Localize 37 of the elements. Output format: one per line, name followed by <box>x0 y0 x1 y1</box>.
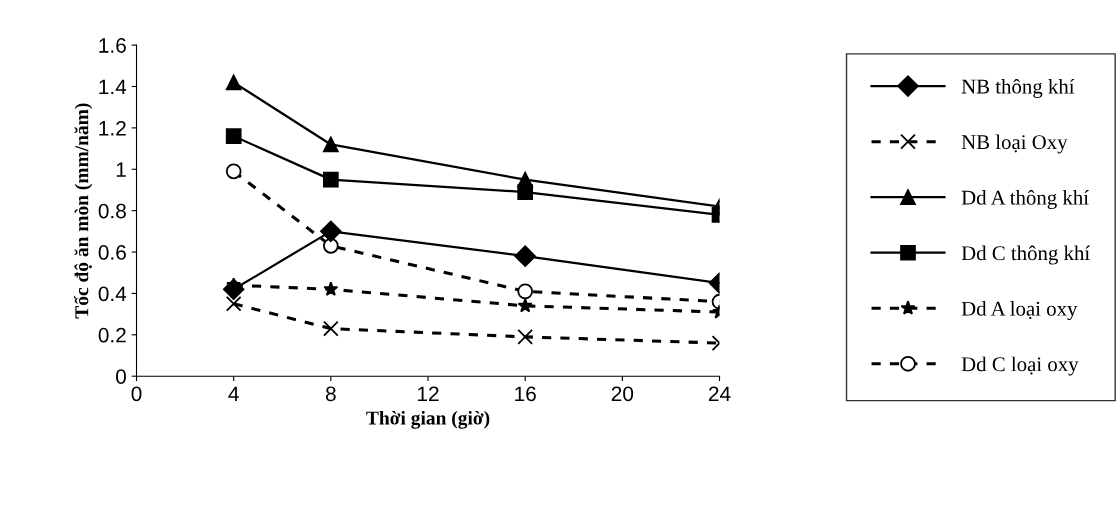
x-tick-label: 12 <box>418 386 439 402</box>
y-tick-label: 1.6 <box>99 38 126 53</box>
x-axis-title: Thời gian (giờ) <box>366 410 490 429</box>
point <box>323 320 339 337</box>
point <box>323 136 339 153</box>
y-tick-label: 1 <box>116 162 126 177</box>
y-tick-label: 0 <box>116 369 126 384</box>
point <box>225 74 242 91</box>
point <box>225 128 242 145</box>
point <box>517 297 533 313</box>
point <box>225 295 242 312</box>
y-axis-title: Tốc độ ăn mòn (mm/năm) <box>74 103 93 319</box>
point <box>514 245 536 267</box>
point <box>225 163 242 180</box>
y-tick-label: 0.6 <box>98 245 126 260</box>
legend-label: NB thông khí <box>961 78 1075 98</box>
legend-label: Dd A loại oxy <box>961 301 1078 321</box>
point <box>323 281 339 296</box>
point <box>222 278 245 301</box>
point <box>323 237 339 254</box>
x-tick-label: 4 <box>228 386 239 402</box>
legend-label: Dd C thông khí <box>961 245 1090 265</box>
y-tick-label: 1.2 <box>99 120 126 136</box>
y-tick-label: 0.8 <box>98 203 126 219</box>
x-tick-label: 24 <box>708 386 731 402</box>
x-tick-label: 16 <box>515 386 536 402</box>
x-tick-label: 0 <box>131 386 142 402</box>
point <box>323 171 339 188</box>
x-tick-label: 8 <box>325 386 336 402</box>
x-tick-label: 20 <box>611 386 634 402</box>
legend-label: Dd A thông khí <box>961 189 1089 209</box>
point <box>320 220 342 243</box>
y-tick-label: 0.4 <box>98 286 127 302</box>
legend-label: NB loại Oxy <box>961 134 1068 154</box>
y-tick-label: 0.2 <box>98 327 126 343</box>
y-tick-label: 1.4 <box>99 79 127 95</box>
legend-label: Dd C loại oxy <box>961 356 1079 376</box>
